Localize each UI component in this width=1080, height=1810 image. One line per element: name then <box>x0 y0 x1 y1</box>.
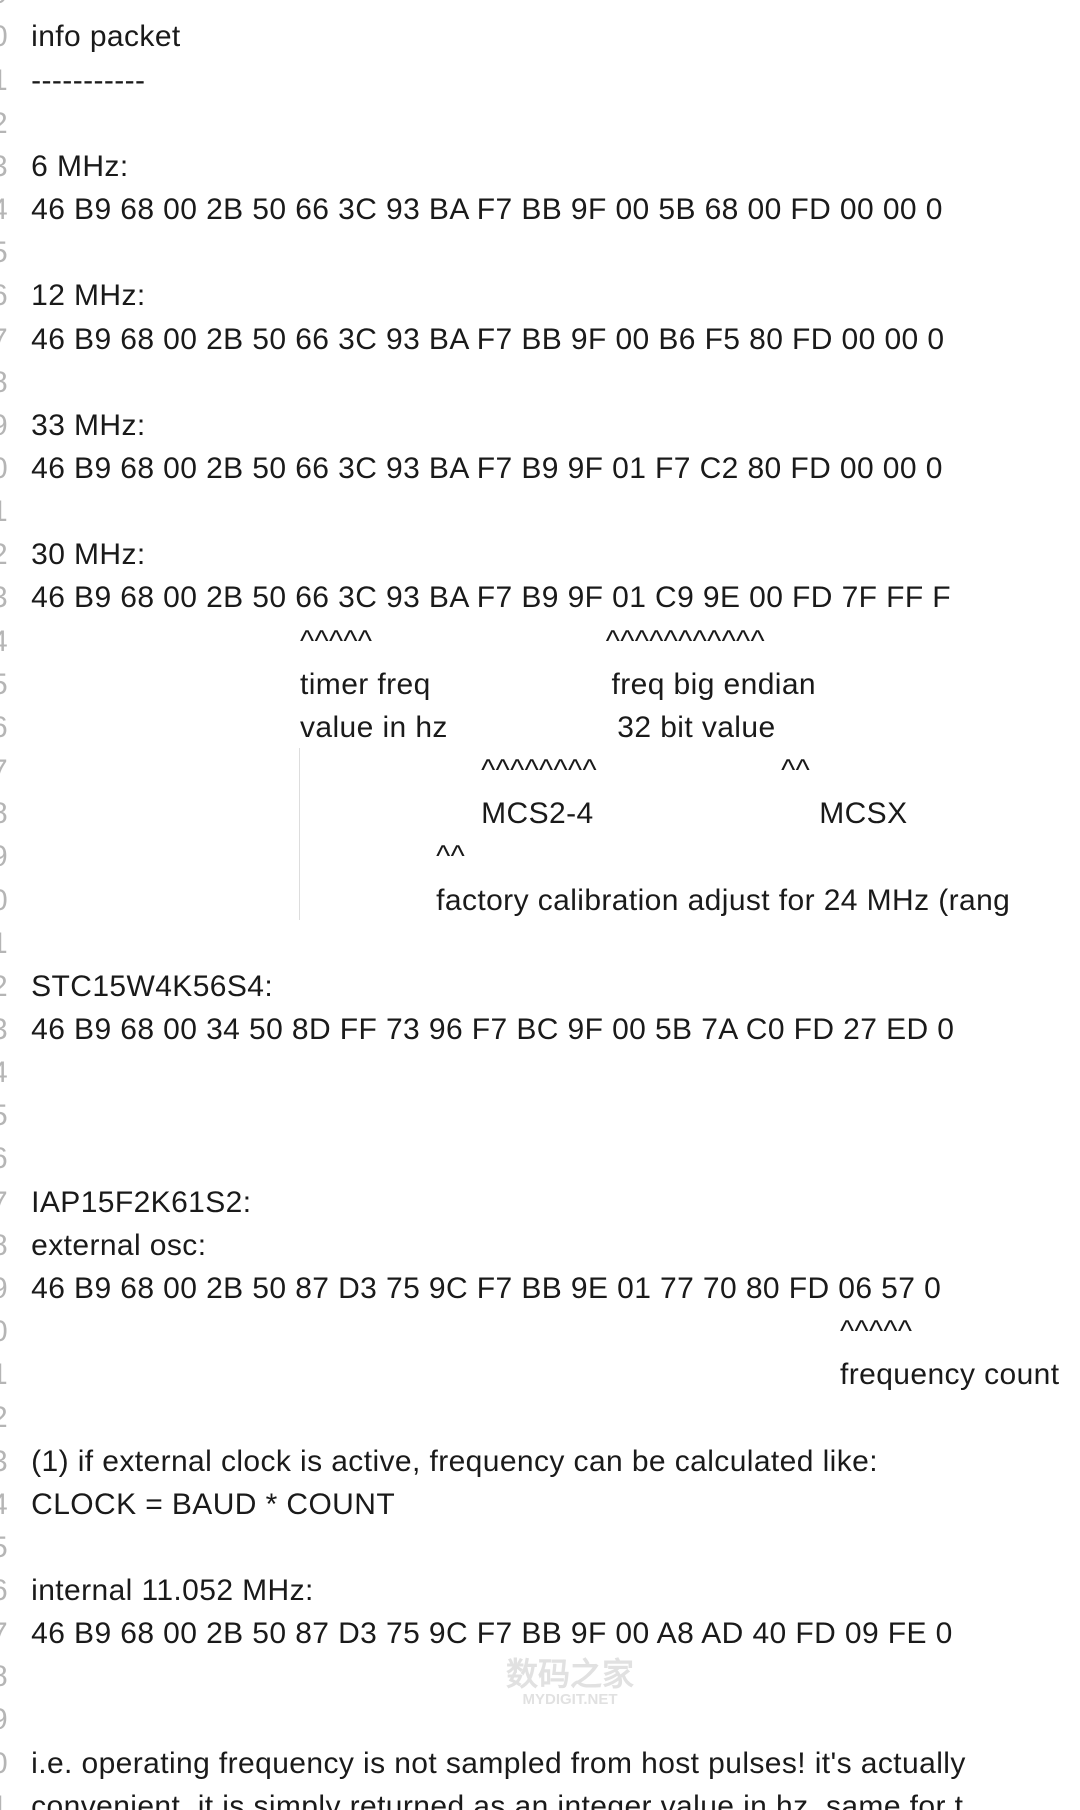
line-number: 0 <box>0 1742 8 1785</box>
line-number: 7 <box>0 318 8 361</box>
code-text: CLOCK = BAUD * COUNT <box>31 1487 396 1521</box>
code-text: ^^^^^^^^ <box>481 754 597 788</box>
code-text: ^^^^^ <box>840 1315 913 1349</box>
line-number: 1 <box>0 59 8 102</box>
line-number: 4 <box>0 1483 8 1526</box>
line-number: 9 <box>0 835 8 878</box>
indent-guide <box>299 748 300 920</box>
code-text: 32 bit value <box>617 710 776 744</box>
line-number: 7 <box>0 1612 8 1655</box>
line-number: 6 <box>0 706 8 749</box>
line-number: 4 <box>0 620 8 663</box>
code-text: 46 B9 68 00 2B 50 87 D3 75 9C F7 BB 9E 0… <box>31 1271 942 1305</box>
code-text: ^^ <box>781 754 811 788</box>
code-text: 46 B9 68 00 2B 50 66 3C 93 BA F7 BB 9F 0… <box>31 193 943 227</box>
code-text: STC15W4K56S4: <box>31 969 274 1003</box>
line-number: 9 <box>0 404 8 447</box>
line-number: 3 <box>0 1440 8 1483</box>
line-number: 0 <box>0 1310 8 1353</box>
line-number: 4 <box>0 1051 8 1094</box>
line-number: 1 <box>0 1785 8 1810</box>
line-number: 3 <box>0 1008 8 1051</box>
code-text: 12 MHz: <box>31 279 146 313</box>
line-number: 4 <box>0 188 8 231</box>
code-text: i.e. operating frequency is not sampled … <box>31 1746 966 1780</box>
line-number: 2 <box>0 965 8 1008</box>
line-number: 0 <box>0 447 8 490</box>
code-text: ^^^^^^^^^^^ <box>605 624 766 658</box>
line-number: 3 <box>0 576 8 619</box>
code-text: MCSX <box>819 797 908 831</box>
line-number: 1 <box>0 490 8 533</box>
line-number: 6 <box>0 1569 8 1612</box>
code-text: external osc: <box>31 1228 207 1262</box>
line-number: 5 <box>0 1526 8 1569</box>
code-text: convenient, it is simply returned as an … <box>31 1789 964 1810</box>
code-text: factory calibration adjust for 24 MHz (r… <box>436 883 1011 917</box>
line-number: 9 <box>0 1267 8 1310</box>
line-number: 2 <box>0 533 8 576</box>
line-number: 7 <box>0 749 8 792</box>
code-text: ^^^^^ <box>300 624 373 658</box>
line-number: 3 <box>0 145 8 188</box>
line-number: 7 <box>0 1181 8 1224</box>
code-text: internal 11.052 MHz: <box>31 1573 314 1607</box>
line-number: 9 <box>0 0 8 15</box>
code-text: timer freq <box>300 667 431 701</box>
code-text: frequency count <box>840 1358 1060 1392</box>
line-number: 6 <box>0 274 8 317</box>
line-number: 5 <box>0 1094 8 1137</box>
code-text: 6 MHz: <box>31 149 129 183</box>
line-number: 6 <box>0 1137 8 1180</box>
code-text: 33 MHz: <box>31 408 146 442</box>
line-number: 9 <box>0 1698 8 1741</box>
code-text: MCS2-4 <box>481 797 594 831</box>
line-number: 8 <box>0 1224 8 1267</box>
code-text: 46 B9 68 00 2B 50 66 3C 93 BA F7 BB 9F 0… <box>31 322 945 356</box>
line-number: 1 <box>0 1353 8 1396</box>
code-text: 46 B9 68 00 2B 50 87 D3 75 9C F7 BB 9F 0… <box>31 1617 953 1651</box>
code-text: 30 MHz: <box>31 538 146 572</box>
code-text: info packet <box>31 20 181 54</box>
line-number: 8 <box>0 792 8 835</box>
line-number: 0 <box>0 15 8 58</box>
line-number: 1 <box>0 922 8 965</box>
watermark-subtitle: MYDIGIT.NET <box>522 1691 618 1708</box>
line-number: 0 <box>0 879 8 922</box>
code-text: ----------- <box>31 63 146 97</box>
code-text: 46 B9 68 00 34 50 8D FF 73 96 F7 BC 9F 0… <box>31 1012 955 1046</box>
line-number: 2 <box>0 102 8 145</box>
code-text: (1) if external clock is active, frequen… <box>31 1444 878 1478</box>
line-number: 8 <box>0 361 8 404</box>
code-text: 46 B9 68 00 2B 50 66 3C 93 BA F7 B9 9F 0… <box>31 581 952 615</box>
line-number: 8 <box>0 1655 8 1698</box>
code-text: 46 B9 68 00 2B 50 66 3C 93 BA F7 B9 9F 0… <box>31 451 943 485</box>
watermark: 数码之家 MYDIGIT.NET <box>490 1656 650 1708</box>
line-number: 5 <box>0 663 8 706</box>
code-text: freq big endian <box>611 667 817 701</box>
watermark-title: 数码之家 <box>505 1656 634 1692</box>
code-text: value in hz <box>300 710 448 744</box>
code-text: IAP15F2K61S2: <box>31 1185 252 1219</box>
line-number: 5 <box>0 231 8 274</box>
code-text: ^^ <box>436 840 466 874</box>
line-number: 2 <box>0 1396 8 1439</box>
